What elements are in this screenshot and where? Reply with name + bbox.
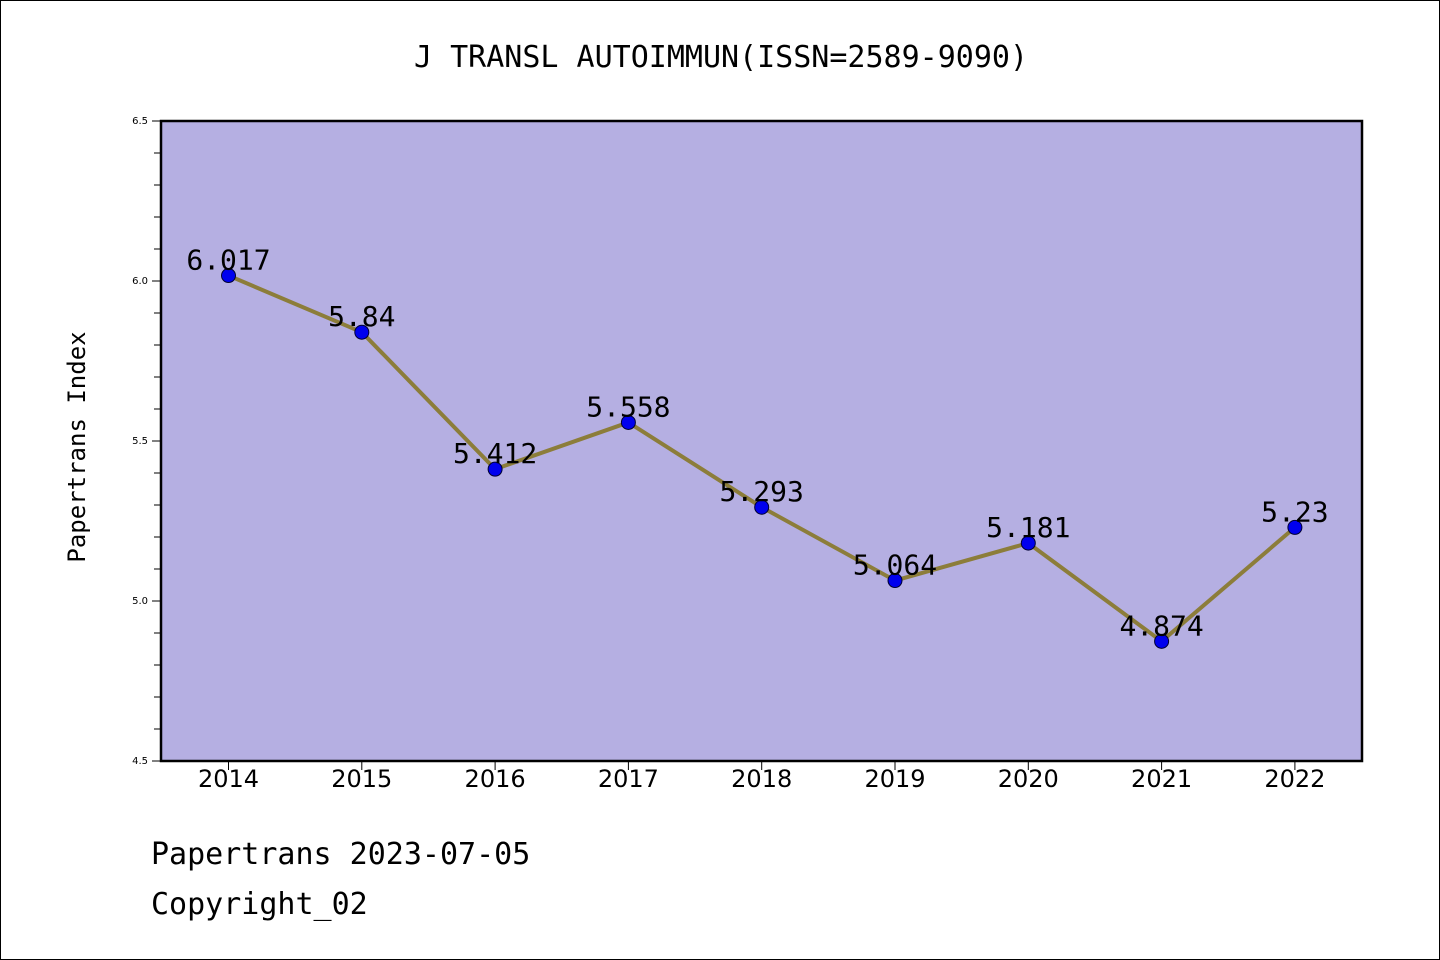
x-tick-label: 2015 <box>331 765 392 793</box>
data-point <box>1287 519 1303 535</box>
data-label: 5.181 <box>986 511 1070 544</box>
data-points <box>221 268 1303 649</box>
y-tick-label: 5.0 <box>132 596 148 607</box>
data-label: 5.558 <box>586 390 670 423</box>
x-tick-label: 2019 <box>864 765 925 793</box>
data-point <box>620 414 636 430</box>
data-label: 5.23 <box>1261 495 1328 528</box>
data-point <box>754 499 770 515</box>
y-tick-label: 5.5 <box>132 436 148 447</box>
plot-area <box>159 119 1364 763</box>
x-tick-label: 2021 <box>1131 765 1192 793</box>
y-tick-label: 6.5 <box>132 116 148 127</box>
data-point <box>887 573 903 589</box>
x-axis: 2014 2015 2016 2017 2018 2019 2020 2021 2022 <box>198 761 1325 793</box>
data-labels: 6.017 5.84 5.412 5.558 5.293 5.064 5.181 4.874 5… <box>186 244 1328 643</box>
data-point <box>1020 535 1036 551</box>
x-tick-label: 2022 <box>1264 765 1325 793</box>
x-tick-label: 2018 <box>731 765 792 793</box>
data-point <box>1154 633 1170 649</box>
y-tick-label: 4.5 <box>132 756 148 767</box>
chart-title: J TRANSL AUTOIMMUN(ISSN=2589-9090) <box>414 40 1028 75</box>
y-tick-label: 6.0 <box>132 276 148 287</box>
x-tick-label: 2020 <box>998 765 1059 793</box>
footer-copyright: Copyright_02 <box>151 887 368 922</box>
y-axis: 4.5 5.0 5.5 6.0 6.5 <box>132 116 161 767</box>
data-label: 4.874 <box>1119 609 1203 642</box>
data-point <box>221 268 236 284</box>
x-tick-label: 2016 <box>465 765 526 793</box>
data-point <box>354 324 370 340</box>
data-point <box>487 461 503 477</box>
data-label: 5.84 <box>328 300 395 333</box>
y-axis-label: Papertrans Index <box>63 331 91 562</box>
data-label: 5.293 <box>720 475 804 508</box>
data-label: 5.064 <box>853 549 937 582</box>
data-label: 5.412 <box>453 437 537 470</box>
x-tick-label: 2014 <box>198 765 259 793</box>
footer-date-line: Papertrans 2023-07-05 <box>151 837 531 872</box>
x-tick-label: 2017 <box>598 765 659 793</box>
data-label: 6.017 <box>186 244 270 277</box>
